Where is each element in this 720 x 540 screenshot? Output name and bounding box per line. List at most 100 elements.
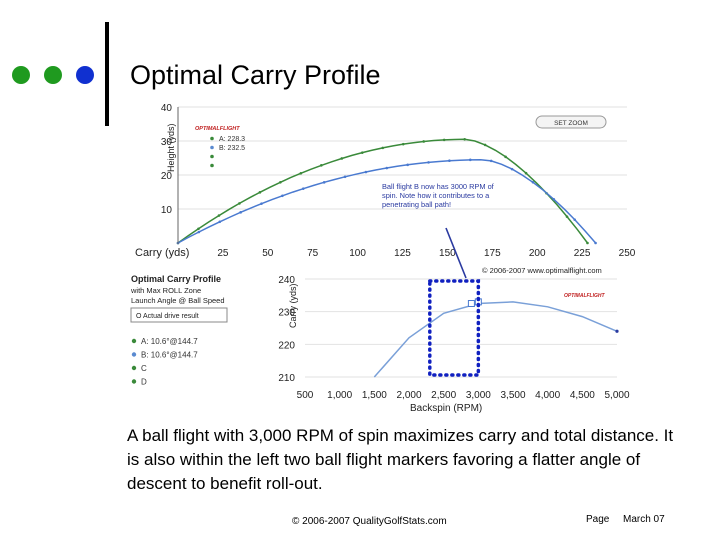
trajectory-point-A [504,155,507,159]
trajectory-point-B [322,181,326,184]
bottom-legend-label: D [141,378,147,387]
top-xtick-label: 100 [349,248,366,259]
bottom-xtick-label: 4,000 [535,390,560,401]
slide-divider-line [105,22,109,126]
panel-subtitle: with Max ROLL Zone [130,286,201,295]
max-roll-zone [428,279,481,377]
trajectory-point-B [594,241,597,245]
trajectory-point-A [320,164,323,167]
trajectory-point-B [281,194,284,198]
bottom-xtick-label: 500 [297,390,314,401]
top-legend-marker [210,163,214,168]
bottom-legend-marker [131,352,137,357]
actual-drive-box [130,307,228,323]
trajectory-point-B [489,159,493,163]
annotation-text: Ball flight B now has 3000 RPM of spin. … [382,182,494,209]
trajectory-point-B [239,211,242,214]
bottom-xtick-label: 3,000 [466,390,491,401]
trajectory-point-A [197,227,200,231]
bottom-ylabel: Carry (yds) [288,283,298,328]
top-legend-marker [210,145,214,150]
trajectory-point-A [524,171,528,175]
trajectory-point-B [385,166,389,170]
top-legend-label: A: 228.3 [219,136,245,143]
trajectory-point-A [258,191,262,194]
slide-title: Optimal Carry Profile [130,60,381,90]
top-legend-label: B: 232.5 [219,145,245,152]
trajectory-point-A [565,215,569,218]
top-xtick-label: 50 [262,248,274,259]
set-zoom-button[interactable] [535,115,607,129]
actual-drive-label: O Actual drive result [136,313,199,320]
bottom-legend-marker [131,365,137,371]
trajectory-point-A [483,143,487,147]
top-copyright: © 2006-2007 www.optimalflight.com [482,266,602,275]
trajectory-point-A [463,138,466,141]
carry-curve [373,301,618,378]
trajectory-point-B [260,202,263,205]
trajectory-point-A [401,142,405,146]
top-xtick-label: 225 [574,248,591,259]
panel-note: Launch Angle @ Ball Speed [131,296,225,305]
trajectory-point-A [360,151,364,154]
bottom-logo: OPTIMALFLIGHT [564,293,605,299]
trajectory-point-B [427,161,430,164]
trajectory-point-A [217,214,221,217]
bullet-dot-3 [76,66,94,84]
bottom-legend-label: B: 10.6°@144.7 [141,351,198,360]
trajectory-point-A [238,202,241,205]
bottom-ytick-label: 240 [278,275,295,286]
curve-end-point [615,329,619,333]
top-xtick-label: 25 [217,248,229,259]
top-xlabel: Carry (yds) [135,247,189,259]
top-xtick-label: 150 [439,248,456,259]
bottom-xtick-label: 1,000 [327,390,352,401]
top-xtick-label: 200 [529,248,546,259]
trajectory-point-B [343,175,347,179]
trajectory-point-A [340,157,344,160]
bottom-ytick-label: 220 [278,340,295,351]
annotation-arrow [445,227,467,279]
bottom-ytick-label: 210 [278,373,295,384]
panel-title: Optimal Carry Profile [131,274,221,284]
bullet-dot-1 [12,66,30,84]
bottom-xtick-label: 1,500 [362,390,387,401]
top-xtick-label: 125 [394,248,411,259]
bottom-legend-label: A: 10.6°@144.7 [141,337,198,346]
bottom-legend-marker [131,338,137,344]
trajectory-point-B [301,187,305,190]
bullet-dot-2 [44,66,62,84]
top-logo: OPTIMALFLIGHT [195,126,240,132]
trajectory-point-B [573,218,576,221]
trajectory-point-A [381,146,385,150]
bottom-xtick-label: 2,000 [396,390,421,401]
trajectory-point-B [531,180,535,184]
trajectory-point-B [552,197,556,201]
top-ytick-label: 40 [161,103,173,114]
trajectory-point-B [468,158,472,162]
bottom-ytick-label: 230 [278,308,295,319]
bottom-chart: Optimal Carry Profile with Max ROLL Zone… [130,266,630,414]
bottom-xtick-label: 2,500 [431,390,456,401]
top-chart: 10 20 30 40 25 50 75 100 125 150 175 200 225 250 Hei… [135,103,636,279]
trajectory-point-B [448,159,451,163]
trajectory-point-B [510,167,514,171]
top-xtick-label: 75 [307,248,319,259]
top-xtick-label: 250 [619,248,636,259]
footer-copyright: © 2006-2007 QualityGolfStats.com [292,516,447,527]
trajectory-point-B [197,230,201,234]
footer-date: March 07 [623,514,665,525]
trajectory-point-B [364,170,368,174]
drive-marker-A [467,300,475,307]
top-legend-marker [210,154,214,159]
top-ytick-label: 30 [161,137,173,148]
bottom-xtick-label: 5,000 [604,390,629,401]
slide-caption: A ball flight with 3,000 RPM of spin max… [127,426,674,493]
bottom-xtick-label: 4,500 [570,390,595,401]
trajectory-point-A [279,180,282,184]
bottom-legend-marker [131,379,137,384]
bottom-legend-label: C [141,364,147,373]
top-legend-marker [210,136,214,141]
trajectory-point-B [218,220,222,224]
